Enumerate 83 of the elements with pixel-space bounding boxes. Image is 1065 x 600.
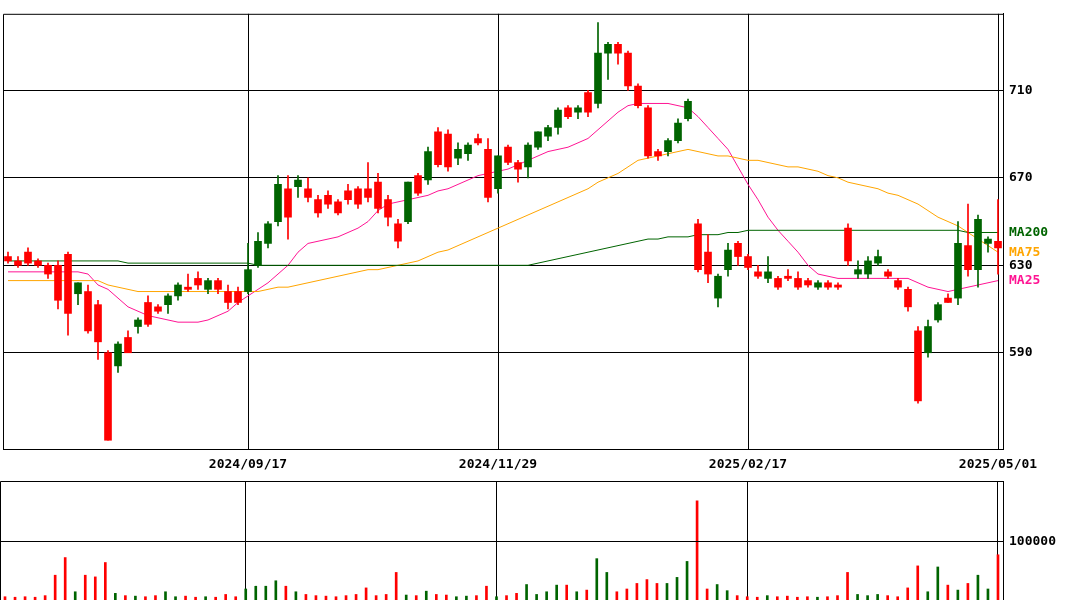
bar	[806, 596, 809, 600]
bar	[886, 595, 889, 600]
bar	[796, 596, 799, 600]
bar	[585, 589, 589, 600]
bar	[475, 595, 478, 600]
bar	[765, 595, 769, 600]
bar	[525, 584, 528, 600]
bar	[455, 596, 458, 600]
candlestick	[994, 199, 1002, 275]
bar	[856, 594, 859, 600]
bar	[936, 566, 940, 600]
bar	[83, 574, 87, 600]
bar	[725, 590, 729, 600]
candlestick	[604, 41, 612, 80]
bar	[103, 562, 107, 600]
bar	[535, 594, 538, 600]
bar	[745, 596, 749, 600]
bar	[826, 596, 829, 600]
bar	[876, 594, 879, 600]
bar	[184, 595, 187, 600]
bar	[114, 593, 117, 600]
bar	[565, 584, 569, 600]
bar	[836, 595, 839, 600]
bar	[124, 595, 127, 600]
candlestick	[364, 162, 372, 203]
bar	[144, 596, 147, 600]
bar	[254, 585, 258, 600]
candlestick	[184, 273, 192, 292]
bar	[164, 591, 167, 600]
bar	[214, 596, 217, 600]
x-tick-label: 2024/09/17	[208, 456, 288, 472]
bar	[575, 591, 579, 600]
y-tick-label: 670	[1009, 169, 1033, 185]
bar	[595, 558, 599, 600]
x-tick-label: 2024/11/29	[458, 456, 538, 472]
bar	[434, 594, 438, 600]
series-label: MA25	[1009, 271, 1041, 287]
text: 100000	[1009, 532, 1057, 548]
bar	[896, 596, 900, 600]
bar	[495, 596, 498, 600]
bar	[906, 587, 910, 600]
bar	[414, 595, 418, 600]
bar	[394, 572, 398, 600]
bar	[515, 593, 518, 600]
bar	[174, 596, 177, 600]
bar	[786, 595, 789, 600]
bar	[505, 595, 508, 600]
bar	[776, 596, 779, 600]
series-label: MA75	[1009, 243, 1041, 259]
bar	[264, 585, 268, 600]
x-tick-label: 2025/02/17	[708, 456, 788, 472]
bar	[866, 595, 869, 600]
bar	[424, 590, 428, 600]
bar	[154, 595, 157, 600]
bar	[816, 596, 819, 600]
x-tick-label: 2025/05/01	[958, 456, 1038, 472]
bar	[735, 595, 739, 600]
bar	[73, 591, 77, 600]
bar	[545, 591, 548, 600]
bar	[605, 572, 609, 600]
bar	[93, 576, 97, 600]
series-label: MA200	[1009, 223, 1049, 239]
y-tick-label: 630	[1009, 256, 1033, 272]
bar	[134, 595, 137, 600]
bar	[485, 585, 488, 600]
y-tick-label: 590	[1009, 344, 1033, 360]
bar	[63, 557, 67, 600]
bar	[234, 596, 238, 600]
bar	[555, 584, 558, 600]
y-tick-label: 710	[1009, 81, 1033, 97]
bar	[445, 594, 448, 600]
bar	[846, 572, 849, 600]
bar	[204, 596, 207, 600]
bar	[755, 596, 759, 600]
bar	[224, 594, 228, 600]
bar	[465, 595, 468, 600]
candlestick	[784, 269, 792, 281]
bar	[404, 594, 408, 600]
bar	[926, 591, 930, 600]
bar	[244, 588, 248, 600]
bar	[274, 580, 278, 600]
bar	[194, 596, 197, 600]
bar	[916, 565, 920, 600]
